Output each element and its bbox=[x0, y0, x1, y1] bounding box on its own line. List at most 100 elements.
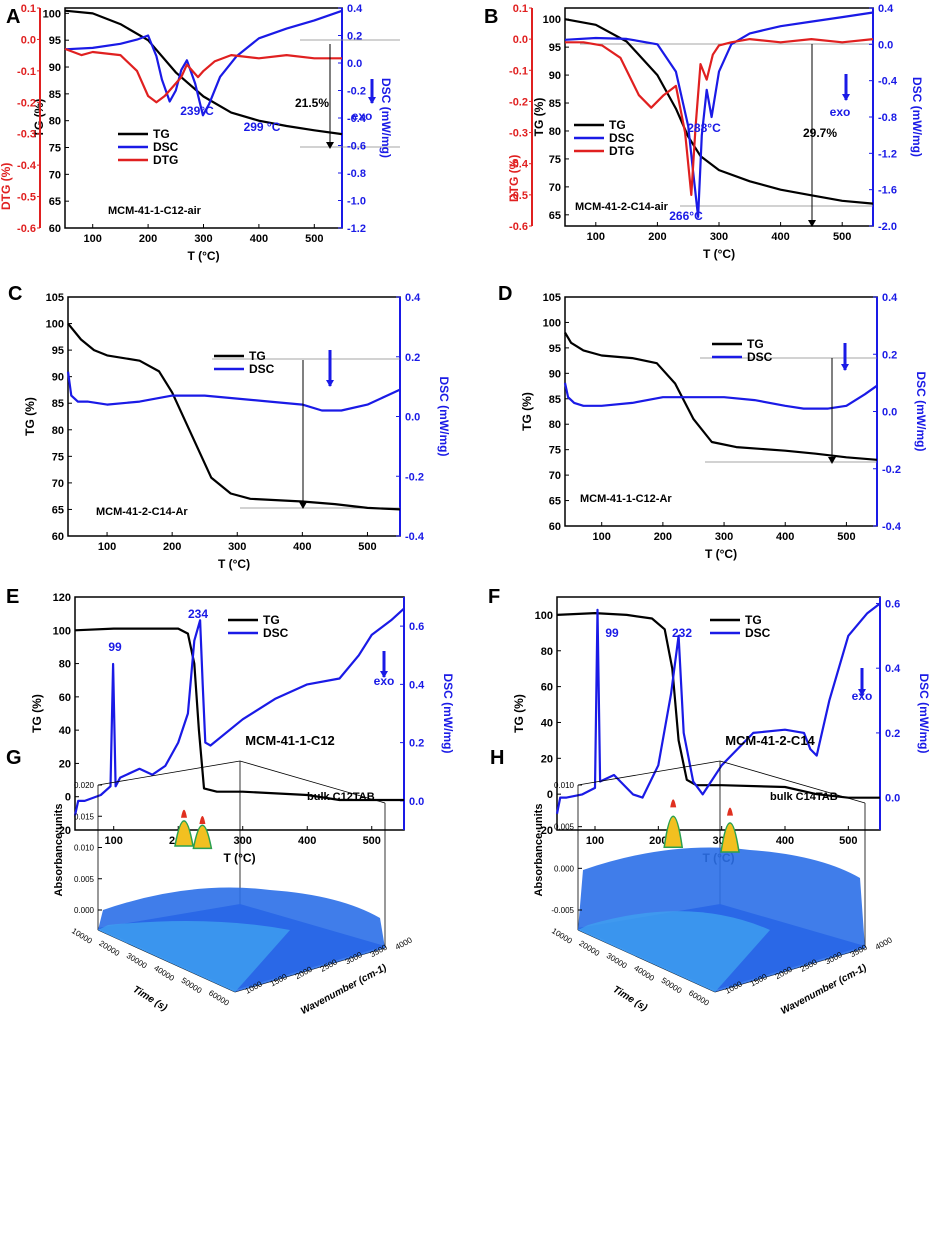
right-tick-label: 0.4 bbox=[882, 292, 898, 304]
left-tick-label: 85 bbox=[49, 89, 61, 101]
z-tick-label: 0.005 bbox=[74, 875, 95, 884]
absorbance-peak-tip bbox=[727, 807, 733, 816]
time-tick-label: 20000 bbox=[577, 939, 601, 959]
right-axis-title: DSC (mW/mg) bbox=[437, 377, 451, 457]
left-tick-label: 80 bbox=[49, 116, 61, 128]
right-tick-label: 0.0 bbox=[882, 407, 897, 419]
left-tick-label: 75 bbox=[549, 154, 561, 166]
annotation: exo bbox=[830, 105, 851, 119]
series-tg-line bbox=[74, 627, 404, 802]
series-dsc-line bbox=[66, 371, 401, 412]
time-tick-label: 40000 bbox=[152, 963, 176, 983]
panel-label: F bbox=[488, 586, 500, 608]
box-edge bbox=[577, 760, 721, 786]
annotation: 239°C bbox=[180, 104, 214, 118]
x-axis-title: T (°C) bbox=[705, 547, 737, 561]
arrow-head bbox=[326, 142, 334, 149]
left-tick-label: 95 bbox=[549, 343, 561, 355]
far-left-tick-label: -0.4 bbox=[17, 160, 37, 172]
far-left-tick-label: -0.1 bbox=[509, 65, 528, 77]
left-tick-label: 95 bbox=[49, 35, 61, 47]
right-tick-label: 0.4 bbox=[409, 679, 425, 691]
left-tick-label: 0 bbox=[547, 789, 553, 801]
annotation: 232 bbox=[672, 626, 692, 640]
right-tick-label: 0.0 bbox=[878, 39, 893, 51]
time-tick-label: 20000 bbox=[97, 939, 121, 959]
x-tick-label: 200 bbox=[649, 835, 667, 847]
x-tick-label: 200 bbox=[648, 231, 666, 243]
left-tick-label: 65 bbox=[549, 496, 561, 508]
far-left-tick-label: -0.1 bbox=[17, 66, 36, 78]
time-tick-label: 60000 bbox=[207, 988, 231, 1008]
far-left-tick-label: 0.0 bbox=[21, 34, 36, 46]
far-left-tick-label: 0.1 bbox=[513, 3, 528, 15]
sample-title: MCM-41-2-C14 bbox=[725, 733, 815, 748]
x-tick-label: 200 bbox=[654, 531, 672, 543]
time-tick-label: 10000 bbox=[550, 926, 574, 946]
box-edge bbox=[97, 760, 241, 786]
far-left-tick-label: -0.3 bbox=[509, 128, 528, 140]
z-tick-label: 0.000 bbox=[74, 906, 95, 915]
series-tg-line bbox=[64, 9, 343, 136]
legend-label-dtg: DTG bbox=[153, 153, 178, 167]
left-axis-title: TG (%) bbox=[520, 392, 534, 431]
left-tick-label: 85 bbox=[549, 394, 561, 406]
right-tick-label: 0.2 bbox=[882, 349, 897, 361]
right-tick-label: 0.2 bbox=[409, 738, 424, 750]
legend-label-dtg: DTG bbox=[609, 144, 634, 158]
sample-label: bulk C14TAB bbox=[770, 791, 838, 803]
series-tg-line bbox=[67, 322, 401, 511]
right-tick-label: 0.2 bbox=[405, 352, 420, 364]
time-tick-label: 50000 bbox=[180, 976, 204, 996]
annotation: 99 bbox=[605, 626, 619, 640]
panel-e: E100200300400500T (°C)-20020406080100120… bbox=[6, 586, 455, 865]
x-tick-label: 500 bbox=[363, 835, 381, 847]
right-tick-label: -1.6 bbox=[878, 185, 897, 197]
left-axis-title: TG (%) bbox=[512, 694, 526, 733]
right-axis-title: DSC (mW/mg) bbox=[910, 77, 924, 157]
annotation: 288°C bbox=[687, 121, 721, 135]
series-dtg-line bbox=[565, 37, 874, 196]
legend-label-tg: TG bbox=[747, 337, 764, 351]
left-tick-label: 80 bbox=[52, 425, 64, 437]
plot-frame bbox=[564, 296, 878, 527]
left-tick-label: 90 bbox=[549, 70, 561, 82]
arrow-head bbox=[326, 380, 334, 387]
z-tick-label: 0.005 bbox=[554, 823, 575, 832]
surface-ridge bbox=[98, 921, 290, 992]
x-tick-label: 300 bbox=[715, 531, 733, 543]
panel-a: A 100 200 300 400 500 T (°C) 60 65 70 75 80 85 90 95 10… bbox=[0, 3, 400, 263]
far-left-axis-title: DTG (%) bbox=[507, 155, 521, 202]
x-tick-label: 400 bbox=[293, 541, 311, 553]
series-dsc-line bbox=[64, 9, 343, 117]
panel-b: B 100 200 300 400 500 T (°C) 65 70 75 80 85 90 95 100 T… bbox=[484, 3, 924, 261]
sample-label: MCM-41-1-C12-Ar bbox=[580, 493, 672, 505]
x-tick-label: 200 bbox=[139, 233, 157, 245]
right-axis-title: DSC (mW/mg) bbox=[379, 78, 393, 158]
right-tick-label: 0.6 bbox=[409, 621, 424, 633]
annotation: 266°C bbox=[669, 209, 703, 223]
absorbance-peak bbox=[663, 815, 684, 848]
annotation: 29.7% bbox=[803, 126, 837, 140]
right-tick-label: 0.4 bbox=[878, 3, 894, 15]
left-tick-label: 85 bbox=[52, 398, 64, 410]
far-left-tick-label: -0.5 bbox=[17, 192, 36, 204]
annotation: exo bbox=[374, 674, 395, 688]
right-tick-label: 0.6 bbox=[885, 598, 900, 610]
x-tick-label: 500 bbox=[305, 233, 323, 245]
x-tick-label: 500 bbox=[358, 541, 376, 553]
x-tick-label: 400 bbox=[298, 835, 316, 847]
plot-frame bbox=[67, 296, 401, 537]
x-tick-label: 400 bbox=[776, 835, 794, 847]
left-tick-label: 90 bbox=[549, 368, 561, 380]
legend-label-dsc: DSC bbox=[745, 626, 771, 640]
time-axis-title: Time (s) bbox=[611, 984, 650, 1014]
far-left-tick-label: -0.5 bbox=[509, 190, 528, 202]
left-tick-label: 65 bbox=[49, 196, 61, 208]
absorbance-peak-tip bbox=[199, 816, 206, 824]
arrow-head bbox=[368, 97, 376, 104]
wavenumber-tick-label: 4000 bbox=[394, 935, 414, 952]
legend-label-dsc: DSC bbox=[263, 626, 289, 640]
arrow-head bbox=[858, 689, 866, 696]
z-axis-title: Absorbance units bbox=[533, 804, 545, 897]
